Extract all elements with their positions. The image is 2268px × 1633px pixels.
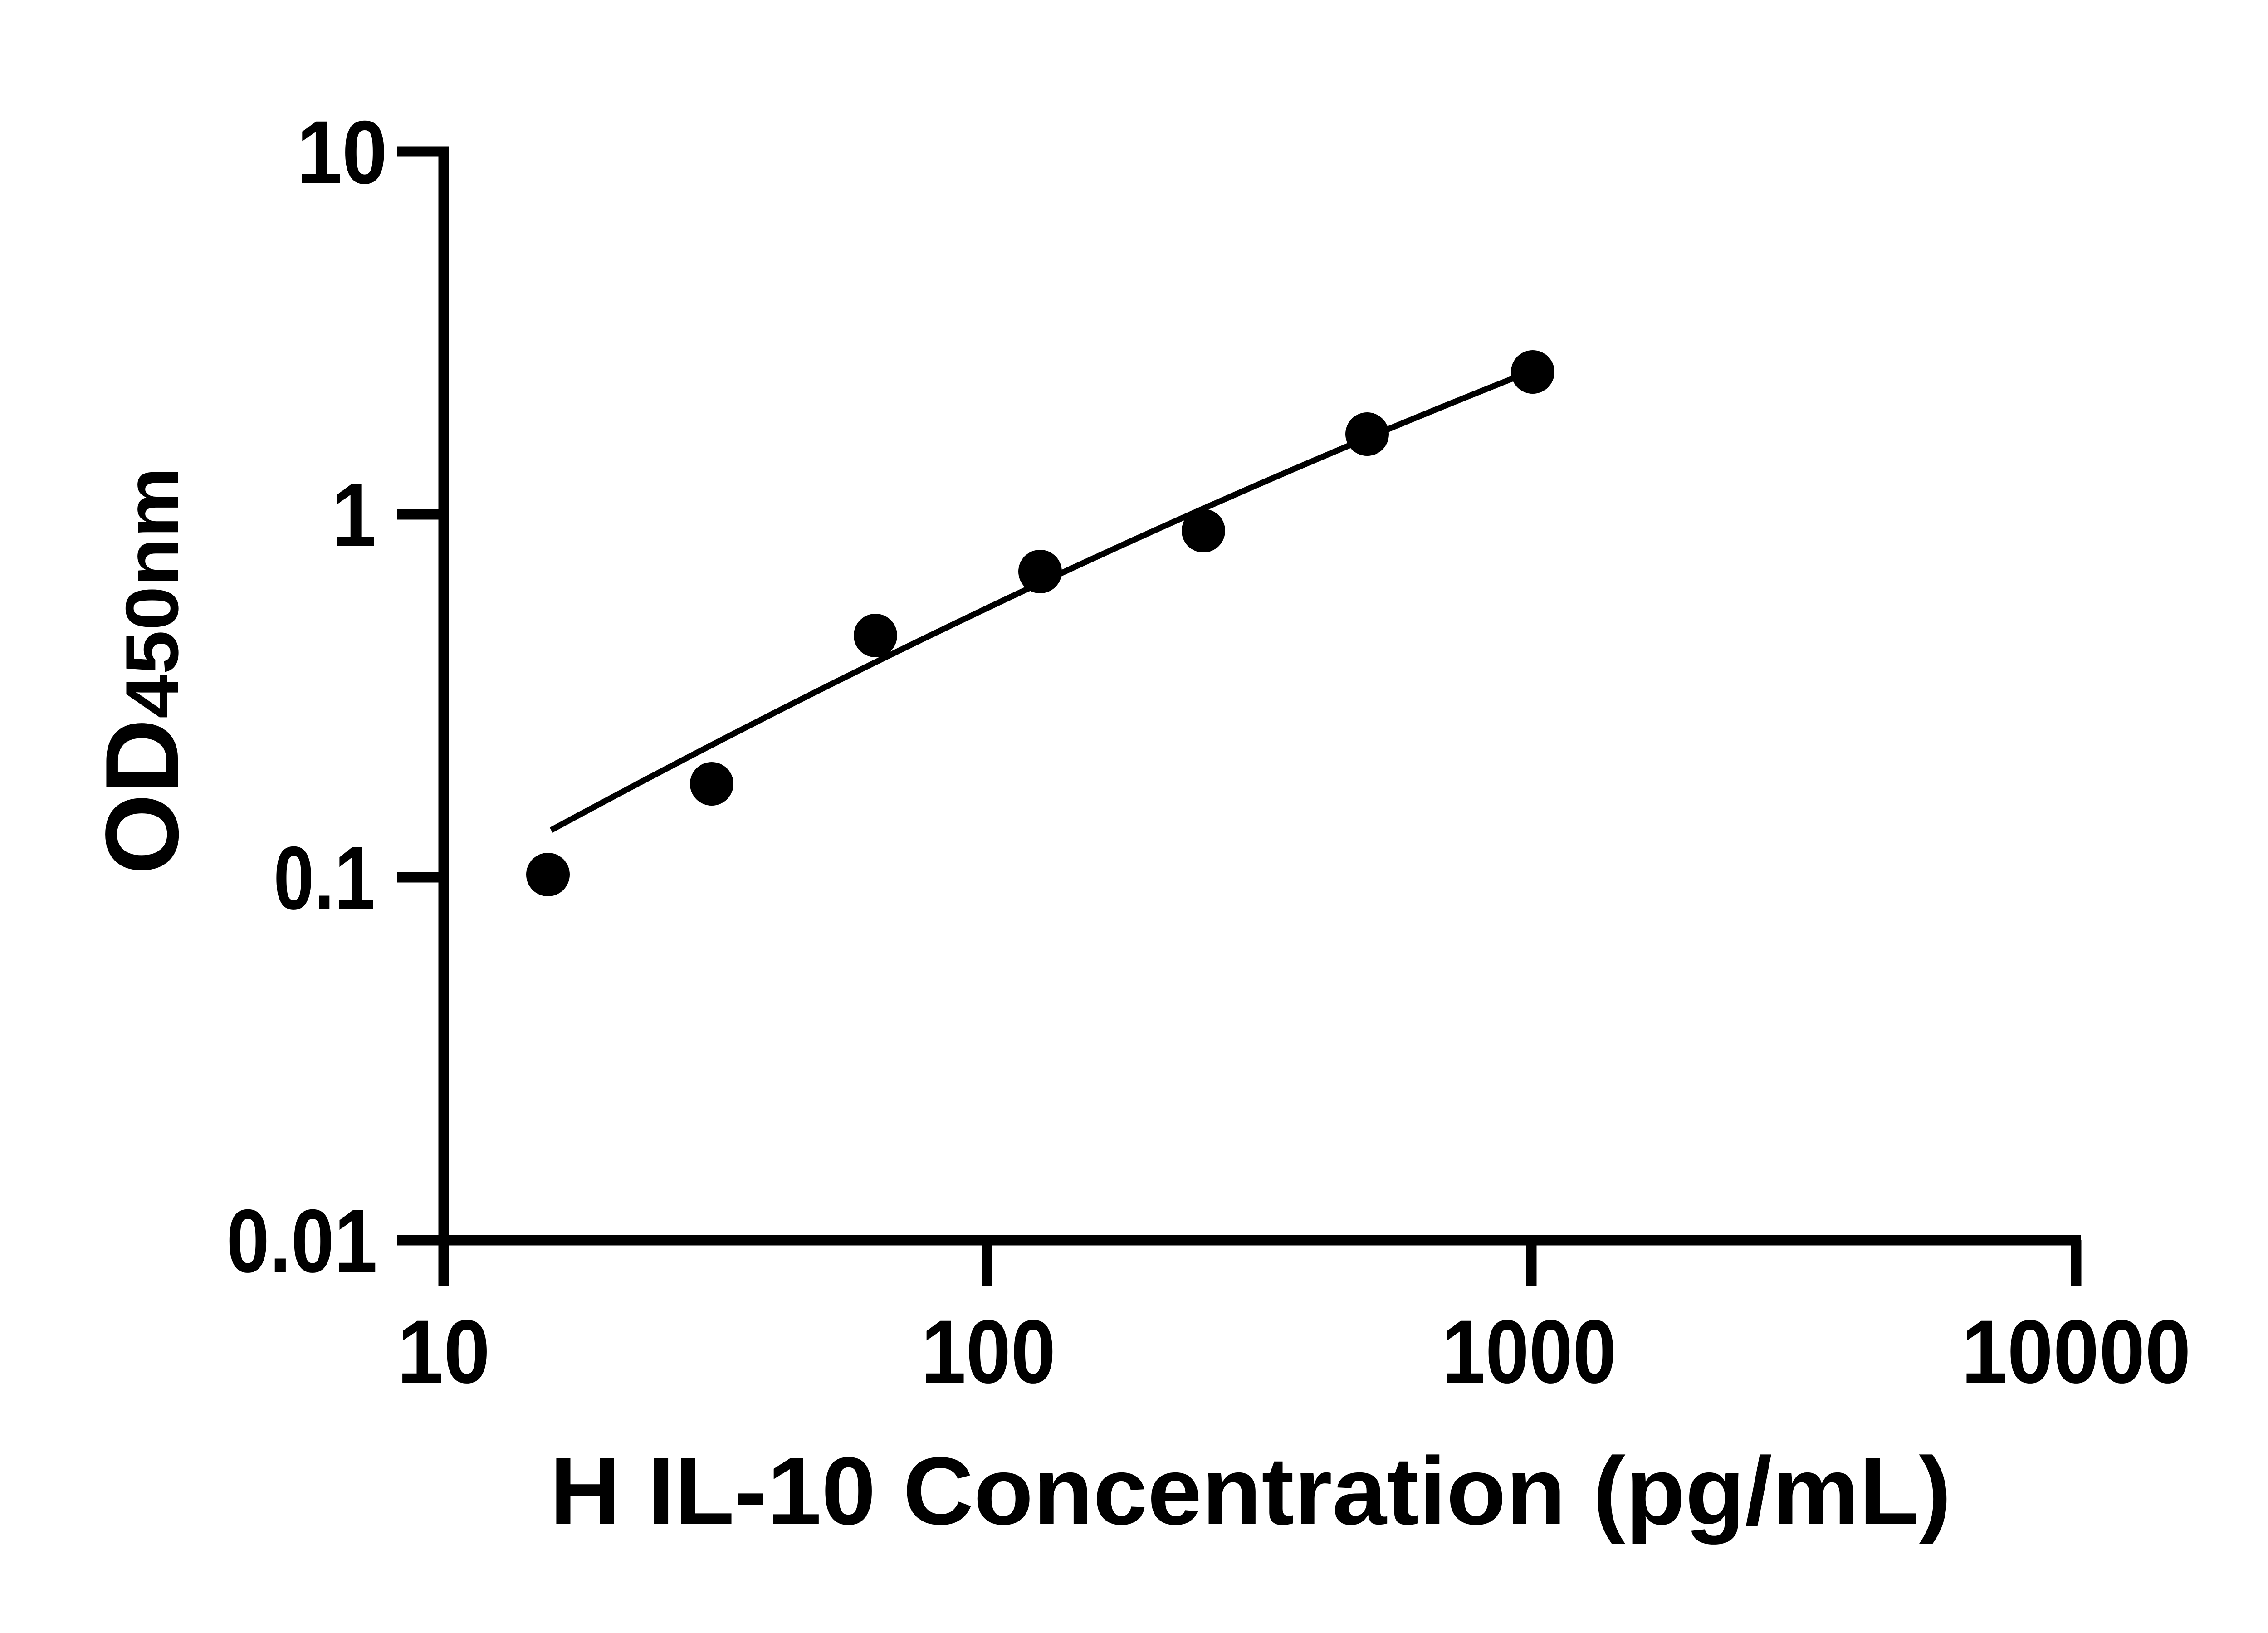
svg-text:H IL-10 Concentration (pg/mL): H IL-10 Concentration (pg/mL): [550, 1437, 1951, 1545]
svg-text:OD: OD: [84, 719, 200, 875]
svg-text:10000: 10000: [1961, 1301, 2191, 1402]
svg-text:450nm: 450nm: [110, 467, 194, 719]
svg-text:100: 100: [921, 1301, 1056, 1402]
svg-text:1000: 1000: [1442, 1301, 1617, 1402]
svg-text:10: 10: [297, 102, 387, 202]
svg-text:0.01: 0.01: [226, 1191, 377, 1291]
svg-text:10: 10: [397, 1301, 490, 1402]
svg-text:1: 1: [332, 465, 376, 565]
svg-text:0.1: 0.1: [274, 828, 375, 928]
